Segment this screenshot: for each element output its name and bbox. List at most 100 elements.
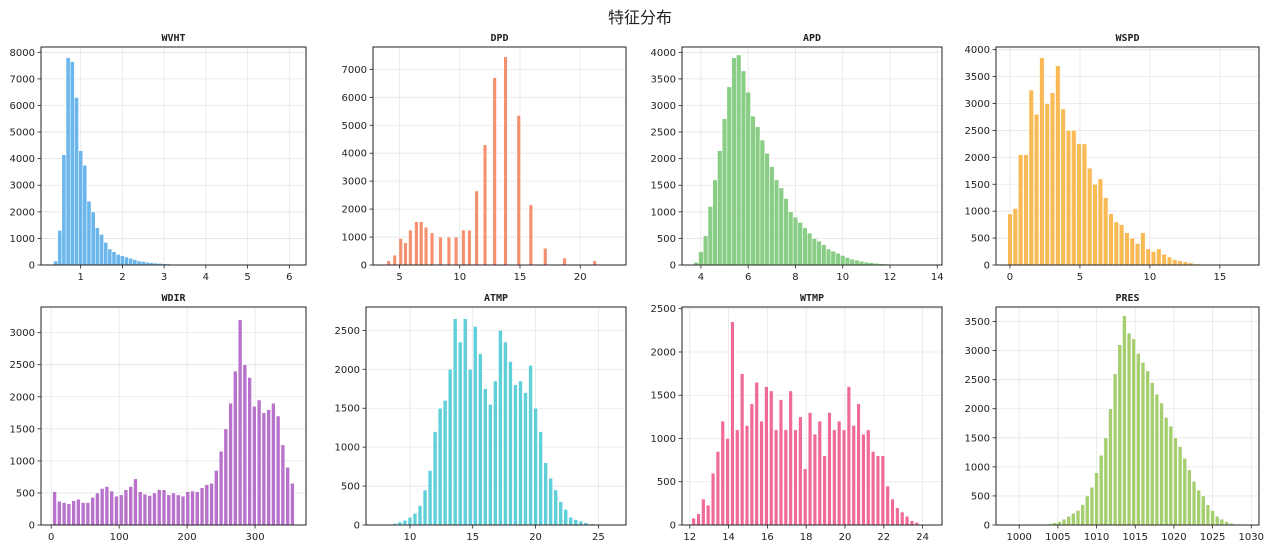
histogram-bar	[730, 321, 735, 526]
histogram-bar	[1154, 393, 1160, 526]
y-tick-label: 1000	[10, 456, 35, 467]
histogram-bar	[553, 489, 558, 526]
histogram-bar	[1108, 213, 1114, 266]
histogram-bar	[118, 494, 124, 526]
y-tick-label: 3000	[342, 177, 367, 188]
histogram-bar	[95, 492, 100, 526]
histogram-bar	[1215, 516, 1220, 526]
histogram-bar	[744, 425, 750, 526]
histogram-bar	[1108, 408, 1113, 526]
histogram-bar	[721, 118, 728, 266]
x-tick-label: 20	[839, 532, 852, 543]
histogram-bar	[76, 499, 81, 526]
x-tick-label: 15	[1213, 272, 1226, 283]
histogram-bar	[703, 235, 709, 266]
y-tick-label: 3000	[965, 346, 990, 357]
histogram-bar	[856, 403, 861, 526]
histogram-bar	[261, 412, 267, 526]
x-tick-label: 3	[161, 272, 167, 283]
histogram-bar	[152, 492, 157, 526]
histogram-bar	[1034, 114, 1040, 266]
histogram-bar	[461, 229, 466, 266]
histogram-bar	[706, 504, 711, 526]
histogram-bar	[171, 492, 176, 526]
histogram-bar	[403, 242, 408, 266]
histogram-bar	[123, 489, 129, 526]
histogram-bar	[128, 486, 133, 526]
histogram-bar	[759, 420, 764, 526]
histogram-bar	[750, 115, 756, 266]
histogram-bar	[427, 470, 433, 526]
x-tick-label: 1	[77, 272, 83, 283]
y-tick-label: 3000	[965, 99, 990, 110]
histogram-bar	[1060, 108, 1066, 266]
histogram-bar	[78, 150, 83, 266]
histogram-bar	[447, 369, 453, 526]
y-tick-label: 1000	[651, 207, 676, 218]
y-tick-label: 500	[971, 234, 990, 245]
histogram-bar	[1177, 260, 1183, 266]
x-tick-label: 5	[1077, 272, 1083, 283]
histogram-bar	[523, 392, 528, 526]
axes-frame	[995, 306, 1260, 526]
histogram-bar	[717, 150, 723, 266]
histogram-bar	[1113, 221, 1119, 266]
histogram-bar	[1177, 446, 1183, 526]
histogram-bar	[1196, 489, 1201, 526]
histogram-bar	[1066, 516, 1071, 526]
histogram-bar	[498, 330, 503, 526]
histogram-bar	[1163, 417, 1169, 526]
y-tick-label: 4000	[10, 154, 35, 165]
histogram-bar	[880, 455, 885, 526]
histogram-bar	[725, 438, 730, 526]
y-tick-label: 1000	[335, 443, 360, 454]
subplot-title: WTMP	[800, 293, 824, 304]
subplot-title: WVHT	[161, 33, 185, 44]
histogram-bar	[111, 251, 117, 266]
histogram-bar	[1150, 382, 1155, 526]
histogram-bar	[1191, 481, 1197, 526]
histogram-bar	[190, 490, 195, 526]
histogram-bar	[478, 353, 483, 526]
y-tick-label: 3500	[651, 74, 676, 85]
histogram-bar	[392, 254, 397, 266]
y-tick-label: 8000	[10, 48, 35, 59]
histogram-bar	[513, 384, 518, 526]
x-tick-label: 8	[792, 272, 798, 283]
y-tick-label: 0	[29, 521, 35, 532]
histogram-bar	[797, 222, 803, 266]
histogram-bar	[133, 478, 138, 526]
y-tick-label: 4000	[342, 149, 367, 160]
x-tick-label: 20	[574, 272, 587, 283]
histogram-bar	[783, 429, 788, 526]
subplot-title: DPD	[490, 33, 508, 44]
histogram-bar	[1092, 184, 1098, 266]
histogram-bar	[720, 420, 725, 526]
x-tick-label: 14	[931, 272, 944, 283]
histogram-bar	[61, 502, 67, 526]
histogram-bar	[1219, 518, 1225, 526]
histogram-bar	[452, 318, 458, 526]
subplot-wspd: 0 5 10 15 0 500 1000 1500 2000 2500 3000 3500 4000 WS…	[965, 33, 1260, 283]
histogram-bar	[543, 247, 548, 266]
histogram-bar	[237, 319, 243, 526]
histogram-bar	[715, 451, 720, 526]
histogram-bar	[827, 412, 832, 526]
x-tick-label: 14	[722, 532, 735, 543]
histogram-bar	[1182, 457, 1187, 526]
x-tick-label: 1020	[1161, 532, 1186, 543]
y-tick-label: 1000	[965, 462, 990, 473]
histogram-bar	[488, 404, 493, 526]
histogram-bar	[52, 491, 57, 526]
y-tick-label: 2000	[651, 347, 676, 358]
histogram-bar	[412, 513, 418, 526]
histogram-bar	[844, 257, 851, 266]
y-tick-label: 2500	[335, 326, 360, 337]
y-tick-label: 5000	[342, 121, 367, 132]
histogram-bar	[736, 54, 742, 266]
x-tick-label: 10	[404, 532, 417, 543]
histogram-bar	[710, 472, 716, 526]
histogram-bar	[454, 236, 459, 266]
histogram-bar	[802, 227, 808, 266]
histogram-bar	[516, 115, 521, 266]
